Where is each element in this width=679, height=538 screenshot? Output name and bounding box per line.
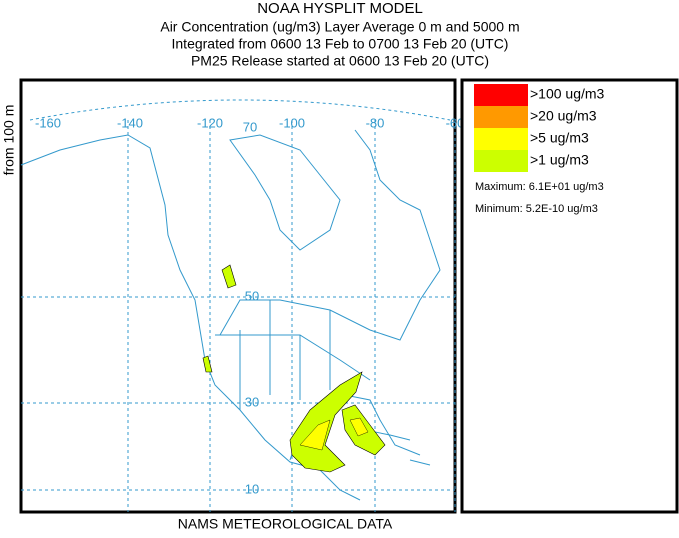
legend-label: >100 ug/m3 bbox=[530, 86, 605, 102]
legend-swatch bbox=[474, 150, 528, 172]
longitude-label: -140 bbox=[117, 115, 143, 130]
latitude-label: 70 bbox=[243, 119, 257, 134]
longitude-label: -80 bbox=[366, 115, 385, 130]
legend-swatch bbox=[474, 128, 528, 150]
grid-labels: -160 -140 -120 -100 -80 -60 70 50 30 10 bbox=[35, 115, 464, 496]
longitude-label: -60 bbox=[446, 115, 465, 130]
plume bbox=[202, 264, 386, 473]
latitude-label: 30 bbox=[245, 394, 259, 409]
subtitle: Air Concentration (ug/m3) Layer Average … bbox=[160, 19, 519, 35]
map: -160 -140 -120 -100 -80 -60 70 50 30 10 bbox=[19, 78, 464, 514]
map-frame bbox=[19, 78, 457, 514]
latitude-label: 50 bbox=[245, 288, 259, 303]
longitude-label: -160 bbox=[35, 115, 61, 130]
latitude-label: 10 bbox=[245, 481, 259, 496]
longitude-label: -120 bbox=[197, 115, 223, 130]
subtitle: Integrated from 0600 13 Feb to 0700 13 F… bbox=[172, 36, 509, 52]
legend-swatch bbox=[474, 106, 528, 128]
legend: Maximum: 6.1E+01 ug/m3 Minimum: 5.2E-10 … bbox=[460, 78, 679, 514]
maximum: Maximum: 6.1E+01 ug/m3 bbox=[475, 181, 604, 193]
legend-label: >20 ug/m3 bbox=[530, 108, 597, 124]
side-label: from 100 m bbox=[1, 105, 17, 176]
subtitle: PM25 Release started at 0600 13 Feb 20 (… bbox=[191, 53, 489, 69]
footer: NAMS METEOROLOGICAL DATA bbox=[178, 516, 393, 532]
longitude-label: -100 bbox=[279, 115, 305, 130]
legend-swatch bbox=[474, 84, 528, 106]
legend-label: >1 ug/m3 bbox=[530, 152, 589, 168]
title: NOAA HYSPLIT MODEL bbox=[257, 0, 423, 17]
minimum: Minimum: 5.2E-10 ug/m3 bbox=[475, 203, 598, 215]
legend-label: >5 ug/m3 bbox=[530, 130, 589, 146]
